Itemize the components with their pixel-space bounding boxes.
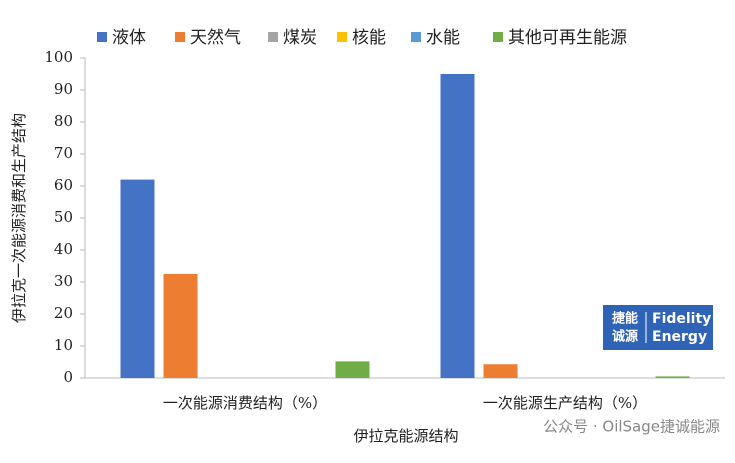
y-tick-label: 50 — [54, 208, 73, 226]
legend-swatch — [268, 32, 278, 42]
logo-text: 捷能 — [612, 311, 638, 327]
bar — [483, 364, 518, 378]
y-tick-label: 70 — [54, 144, 73, 162]
y-tick-label: 10 — [54, 336, 73, 354]
bar — [335, 361, 370, 378]
logo-text: Energy — [652, 329, 707, 345]
y-tick-label: 20 — [54, 304, 73, 322]
legend-label: 其他可再生能源 — [508, 28, 627, 48]
x-axis-title: 伊拉克能源结构 — [353, 427, 458, 445]
watermark-text: 公众号 · OilSage捷诚能源 — [543, 418, 720, 436]
y-tick-label: 40 — [54, 240, 73, 258]
y-tick-label: 100 — [44, 48, 73, 66]
legend-swatch — [97, 32, 107, 42]
y-tick-label: 60 — [54, 176, 73, 194]
legend-label: 水能 — [426, 28, 460, 48]
y-tick-label: 90 — [54, 80, 73, 98]
legend-swatch — [175, 32, 185, 42]
bar — [120, 179, 155, 378]
legend-swatch — [493, 32, 503, 42]
legend-label: 天然气 — [190, 28, 241, 48]
y-axis-title: 伊拉克一次能源消费和生产结构 — [10, 113, 28, 323]
logo-text: Fidelity — [652, 311, 711, 327]
logo-box — [603, 305, 713, 350]
x-tick-label: 一次能源消费结构（%） — [163, 394, 327, 412]
y-tick-label: 80 — [54, 112, 73, 130]
x-tick-label: 一次能源生产结构（%） — [483, 394, 647, 412]
y-tick-label: 30 — [54, 272, 73, 290]
y-tick-label: 0 — [63, 368, 73, 386]
legend-label: 液体 — [112, 28, 146, 48]
bar — [163, 274, 198, 378]
legend-swatch — [411, 32, 421, 42]
legend-swatch — [337, 32, 347, 42]
logo-text: 诚源 — [612, 329, 638, 345]
bar — [655, 376, 690, 378]
legend-label: 煤炭 — [283, 28, 317, 48]
legend-label: 核能 — [352, 28, 386, 48]
bar — [440, 74, 475, 378]
